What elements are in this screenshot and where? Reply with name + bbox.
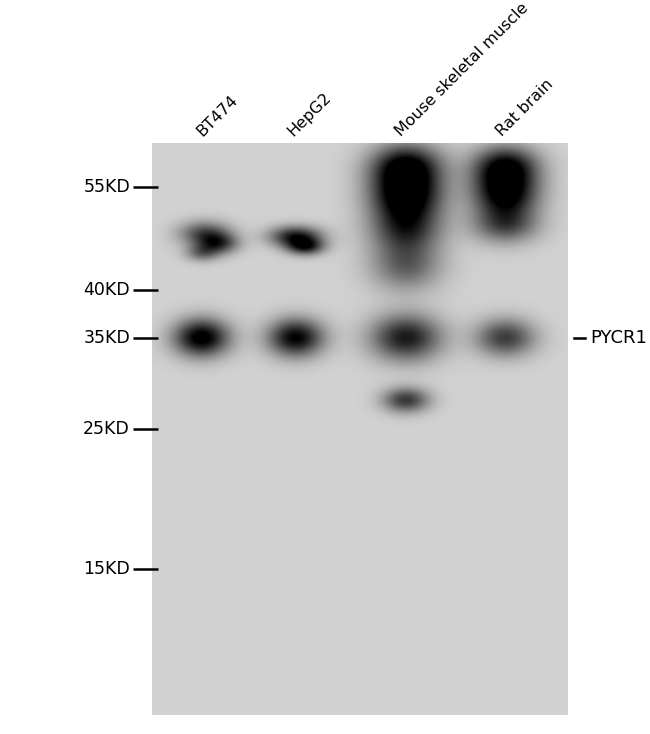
Text: Mouse skeletal muscle: Mouse skeletal muscle	[393, 1, 531, 139]
Text: 40KD: 40KD	[83, 281, 130, 299]
Text: 35KD: 35KD	[83, 329, 130, 346]
Text: 15KD: 15KD	[83, 560, 130, 578]
Text: Rat brain: Rat brain	[493, 77, 556, 139]
Text: HepG2: HepG2	[285, 90, 335, 139]
Text: BT474: BT474	[194, 92, 241, 139]
Text: 25KD: 25KD	[83, 421, 130, 438]
Text: 55KD: 55KD	[83, 178, 130, 196]
Text: PYCR1: PYCR1	[590, 329, 647, 346]
